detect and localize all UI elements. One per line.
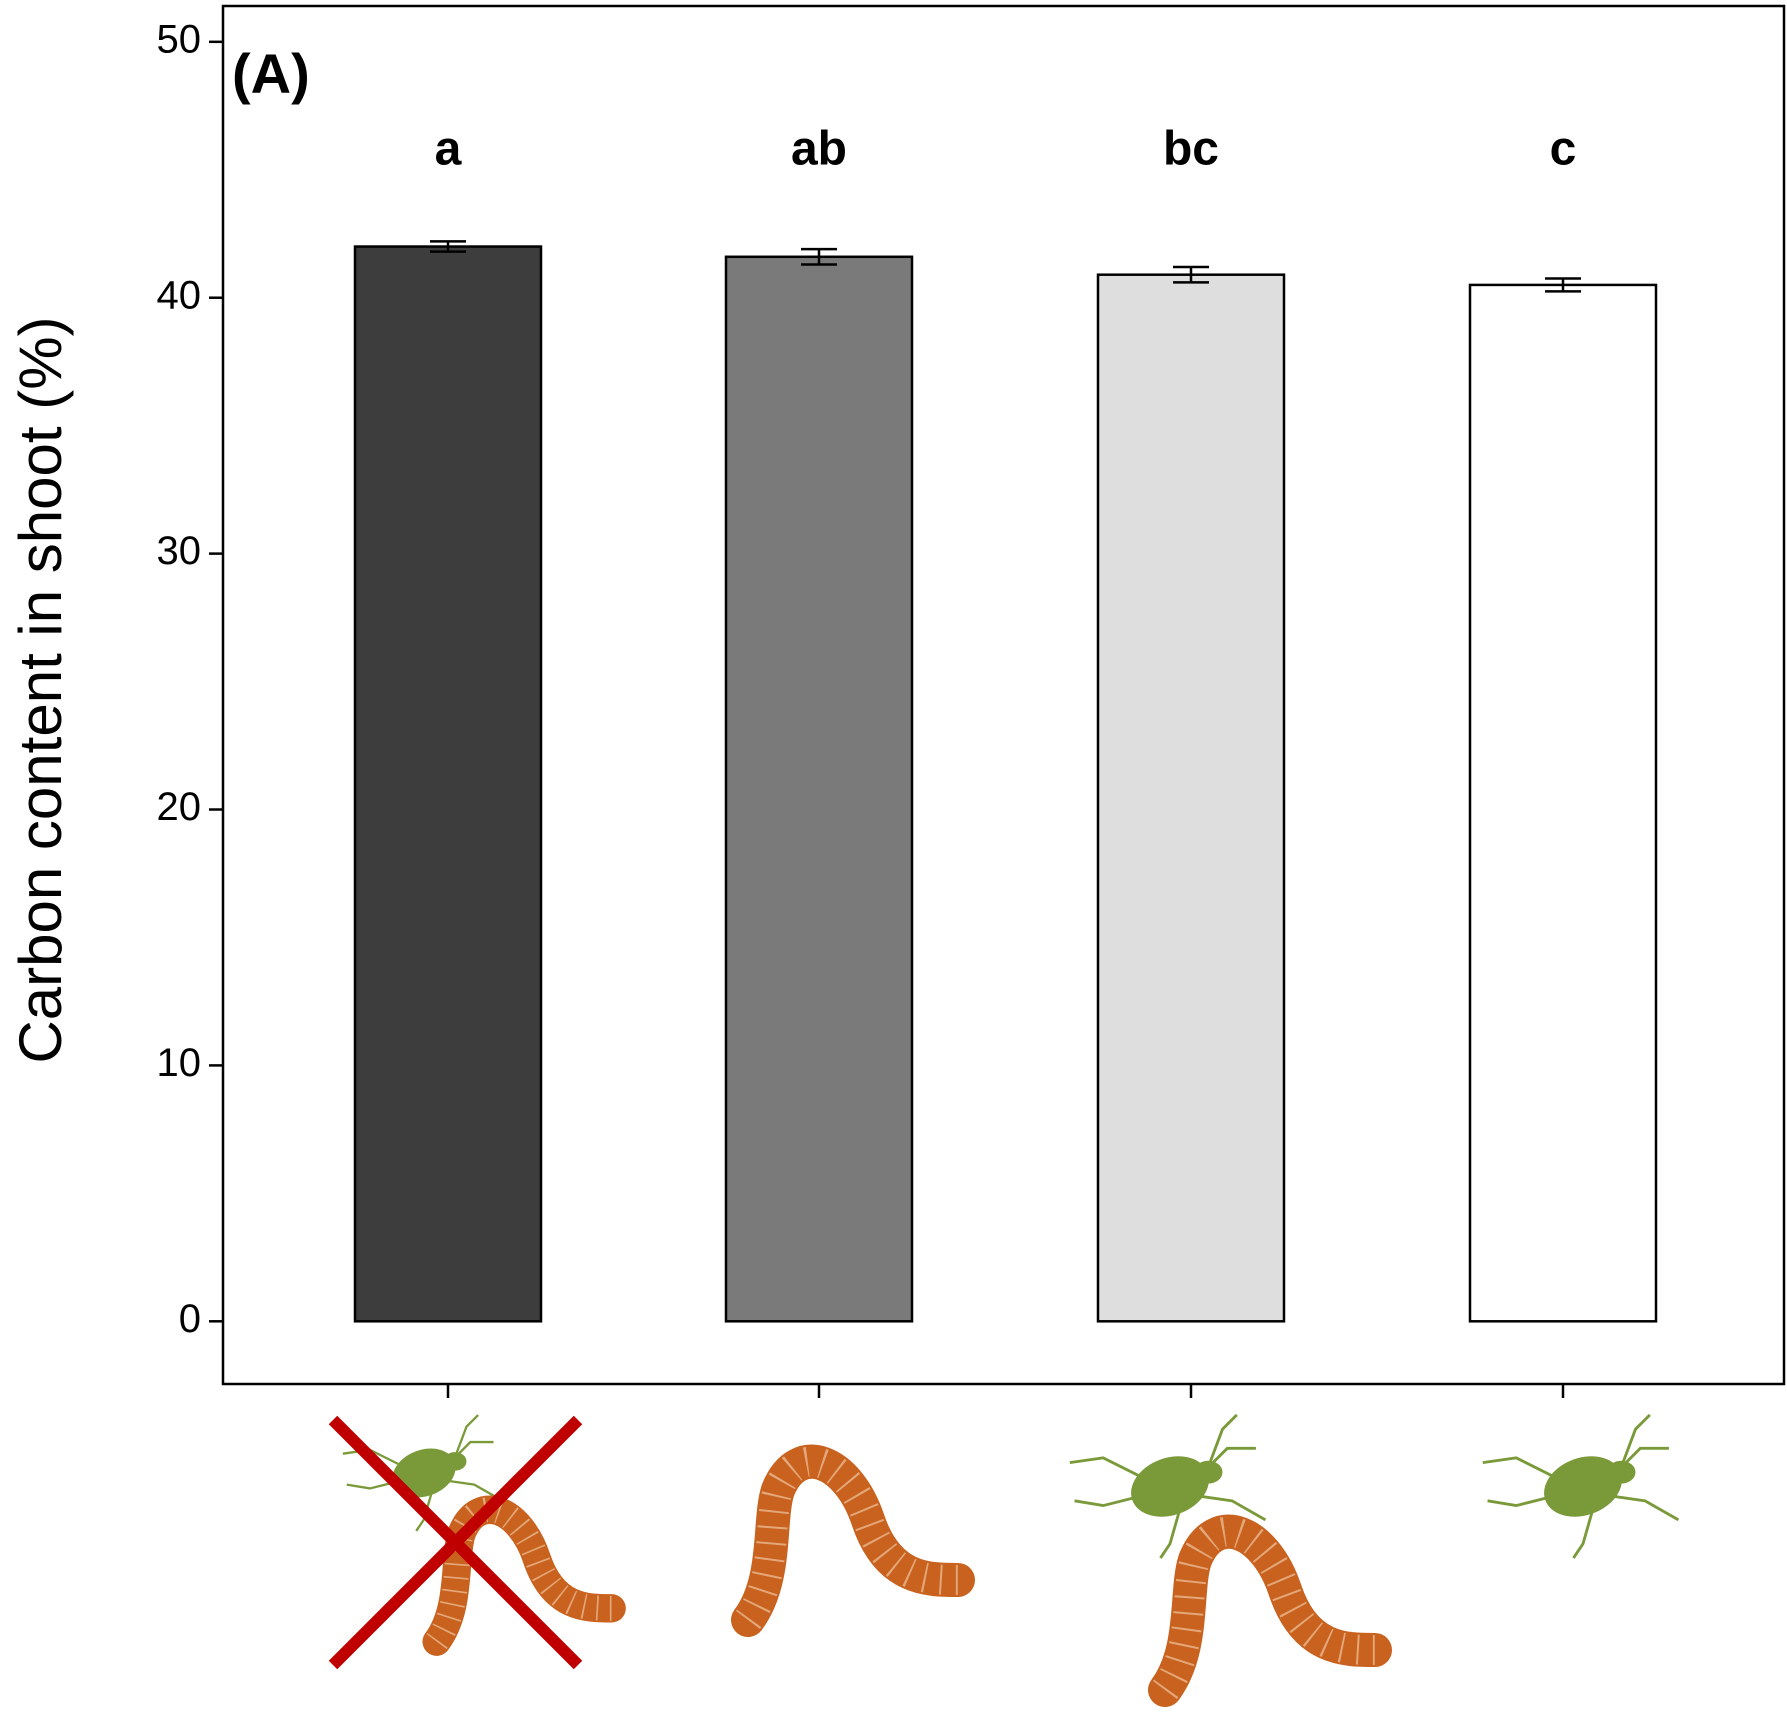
absent-cross <box>328 1415 583 1670</box>
error-bar <box>1173 265 1209 284</box>
y-tick-label: 10 <box>157 1041 202 1085</box>
error-bar <box>801 247 837 266</box>
y-axis-label: Carbon content in shoot (%) <box>7 316 74 1063</box>
y-tick-label: 30 <box>157 529 202 573</box>
y-tick-label: 50 <box>157 17 202 61</box>
bar <box>724 255 914 1323</box>
plot-frame <box>221 4 1786 1386</box>
worm-icon <box>1165 1532 1375 1690</box>
panel-label: (A) <box>232 42 310 105</box>
bar <box>353 245 543 1323</box>
worm-icon <box>748 1462 958 1620</box>
y-tick-label: 40 <box>157 273 202 317</box>
significance-letter: a <box>435 123 462 176</box>
bar <box>1468 283 1658 1323</box>
significance-letter: bc <box>1163 123 1219 176</box>
y-tick-label: 0 <box>179 1297 201 1341</box>
error-bar <box>430 240 466 253</box>
y-tick-label: 20 <box>157 785 202 829</box>
aphid-icon <box>1481 1413 1680 1560</box>
significance-letter: c <box>1550 123 1577 176</box>
treatment-icons <box>328 1413 1680 1690</box>
significance-letter: ab <box>791 123 847 176</box>
bar <box>1096 273 1286 1323</box>
error-bar <box>1545 277 1581 293</box>
